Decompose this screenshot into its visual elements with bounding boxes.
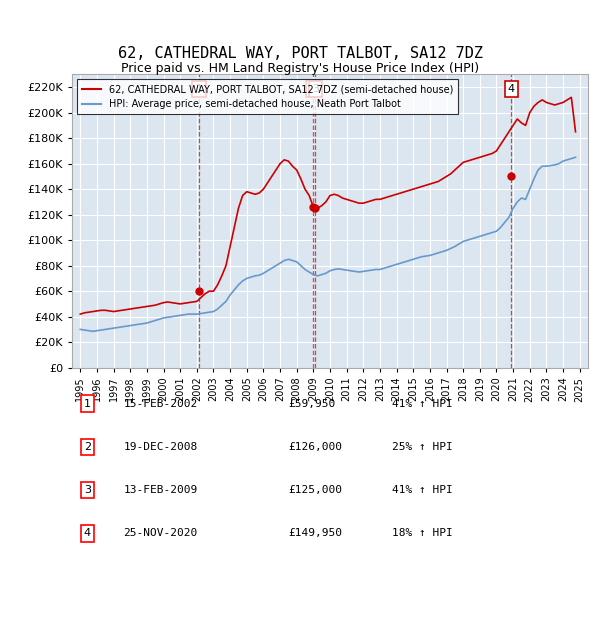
Text: 2: 2 — [84, 442, 91, 452]
Text: 2: 2 — [309, 84, 316, 94]
Text: £125,000: £125,000 — [289, 485, 343, 495]
Text: 1: 1 — [196, 84, 202, 94]
Text: 4: 4 — [508, 84, 515, 94]
Text: 41% ↑ HPI: 41% ↑ HPI — [392, 399, 452, 409]
Text: 3: 3 — [312, 84, 319, 94]
Text: 15-FEB-2002: 15-FEB-2002 — [124, 399, 198, 409]
Text: Price paid vs. HM Land Registry's House Price Index (HPI): Price paid vs. HM Land Registry's House … — [121, 62, 479, 75]
Text: 41% ↑ HPI: 41% ↑ HPI — [392, 485, 452, 495]
Text: 3: 3 — [84, 485, 91, 495]
Text: 4: 4 — [84, 528, 91, 538]
Text: 18% ↑ HPI: 18% ↑ HPI — [392, 528, 452, 538]
Text: 62, CATHEDRAL WAY, PORT TALBOT, SA12 7DZ: 62, CATHEDRAL WAY, PORT TALBOT, SA12 7DZ — [118, 46, 482, 61]
Text: 25-NOV-2020: 25-NOV-2020 — [124, 528, 198, 538]
Text: £126,000: £126,000 — [289, 442, 343, 452]
Text: 19-DEC-2008: 19-DEC-2008 — [124, 442, 198, 452]
Text: £149,950: £149,950 — [289, 528, 343, 538]
Text: 1: 1 — [84, 399, 91, 409]
Legend: 62, CATHEDRAL WAY, PORT TALBOT, SA12 7DZ (semi-detached house), HPI: Average pri: 62, CATHEDRAL WAY, PORT TALBOT, SA12 7DZ… — [77, 79, 458, 114]
Text: 25% ↑ HPI: 25% ↑ HPI — [392, 442, 452, 452]
Text: £59,950: £59,950 — [289, 399, 336, 409]
Text: 13-FEB-2009: 13-FEB-2009 — [124, 485, 198, 495]
